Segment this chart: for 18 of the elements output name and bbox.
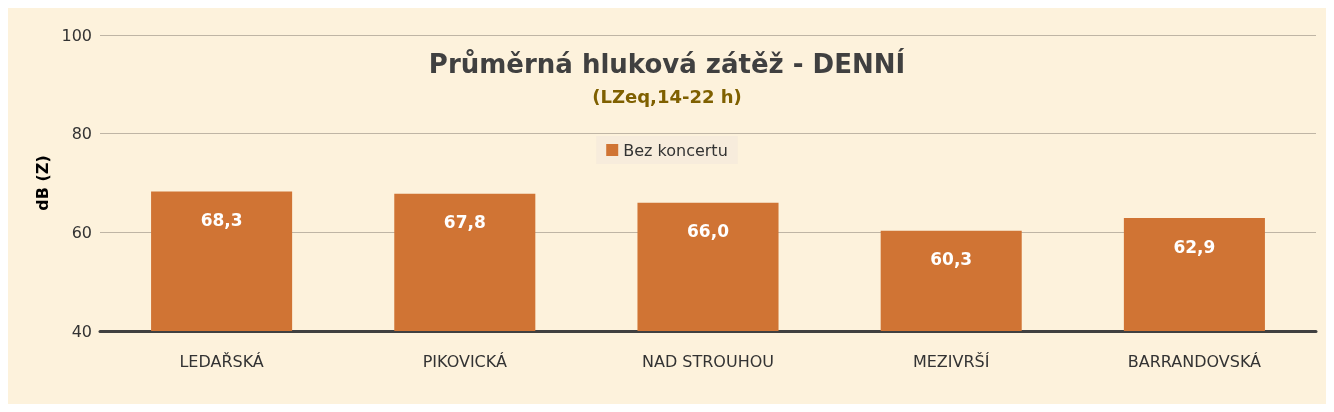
x-tick-label: MEZIVRŠÍ — [912, 351, 990, 371]
x-tick-label: NAD STROUHOU — [641, 351, 775, 371]
text: Průměrná hluková zátěž - DENNÍ — [428, 48, 906, 79]
x-tick-label: PIKOVICKÁ — [422, 351, 507, 371]
data-label: 67,8 — [443, 212, 486, 233]
data-label: 68,3 — [200, 209, 243, 230]
x-tick-label: LEDAŘSKÁ — [179, 351, 264, 371]
y-tick-label: 60 — [71, 222, 92, 242]
data-label: 62,9 — [1173, 236, 1216, 257]
data-label: 66,0 — [687, 221, 730, 242]
legend-label: Bez koncertu — [623, 140, 728, 160]
data-label: 60,3 — [930, 249, 973, 270]
y-tick-label: 100 — [61, 25, 92, 45]
y-axis-title: dB (Z) — [33, 155, 53, 211]
text: (LZeq,14-22 h) — [592, 85, 742, 107]
y-tick-label: 80 — [71, 124, 92, 144]
x-tick-label: BARRANDOVSKÁ — [1127, 351, 1262, 371]
y-tick-label: 40 — [71, 321, 92, 341]
